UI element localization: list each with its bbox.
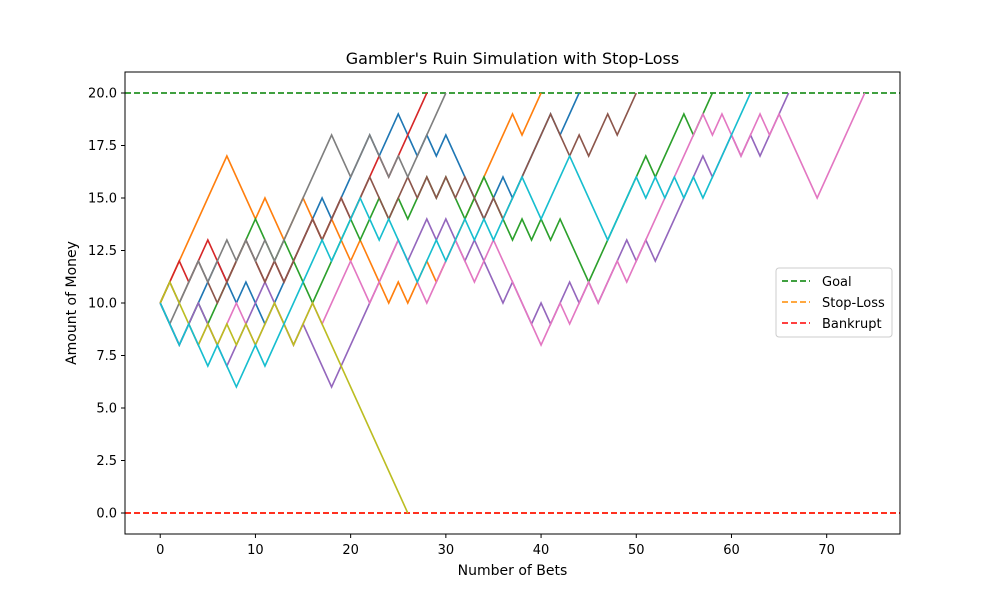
chart-title: Gambler's Ruin Simulation with Stop-Loss <box>346 49 679 68</box>
x-tick-label: 0 <box>156 543 164 558</box>
x-tick-label: 30 <box>438 543 455 558</box>
y-tick-label: 17.5 <box>88 139 117 154</box>
reference-lines <box>125 92 900 514</box>
legend-label-1: Goal <box>822 275 852 290</box>
x-tick-label: 40 <box>533 543 550 558</box>
y-tick-label: 2.5 <box>96 454 117 469</box>
legend-box <box>775 267 893 338</box>
plot-area: 0 10 20 30 40 50 60 70 0.0 2.5 5.0 7.5 10.0 12.5 15.0… <box>88 71 901 558</box>
y-tick-label: 15.0 <box>88 192 117 207</box>
y-tick-label: 5.0 <box>96 402 117 417</box>
x-tick-label: 60 <box>723 543 740 558</box>
x-tick-label: 10 <box>247 543 264 558</box>
x-tick-label: 20 <box>342 543 359 558</box>
x-axis-label: Number of Bets <box>458 563 568 579</box>
x-tick-label: 50 <box>628 543 645 558</box>
y-axis-ticks: 0.0 2.5 5.0 7.5 10.0 12.5 15.0 17.5 20.0 <box>88 87 125 522</box>
y-axis-label: Amount of Money <box>64 241 80 365</box>
series-lines <box>159 92 866 514</box>
x-tick-label: 70 <box>818 543 835 558</box>
y-tick-label: 12.5 <box>88 244 117 259</box>
legend: Goal Stop-Loss Bankrupt <box>775 267 893 338</box>
y-tick-label: 7.5 <box>96 349 117 364</box>
y-tick-label: 0.0 <box>96 507 117 522</box>
series-line-10 <box>159 92 752 389</box>
legend-label-3: Bankrupt <box>822 317 882 332</box>
legend-label-2: Stop-Loss <box>822 296 885 311</box>
y-tick-label: 20.0 <box>88 87 117 102</box>
x-axis-ticks: 0 10 20 30 40 50 60 70 <box>156 534 835 558</box>
series-line-8 <box>159 92 447 326</box>
y-tick-label: 10.0 <box>88 297 117 312</box>
